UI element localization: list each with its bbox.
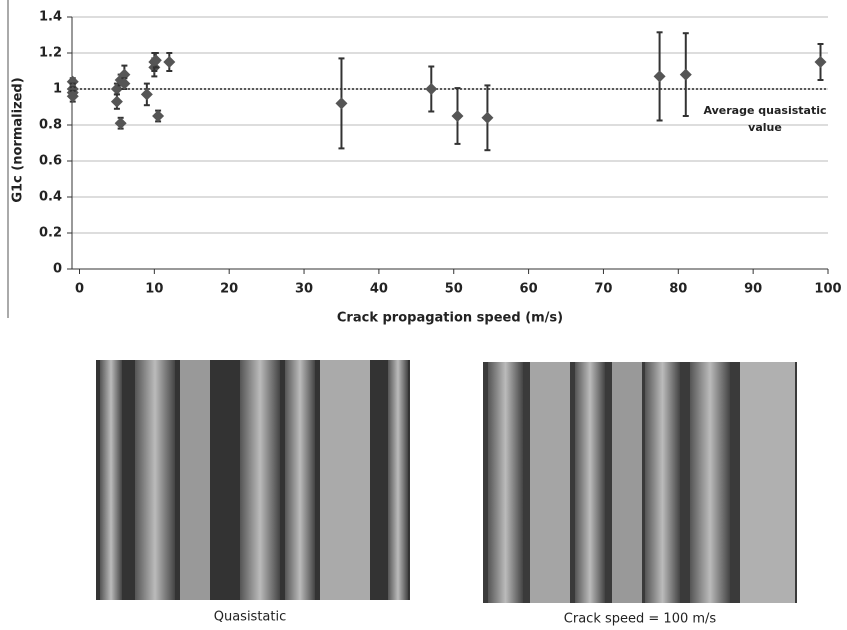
marker: [815, 56, 827, 68]
marker: [680, 69, 692, 81]
marker: [152, 110, 164, 122]
x-tick-label: 70: [594, 282, 612, 297]
x-tick-label: 30: [295, 282, 313, 297]
image-caption: Crack speed = 100 m/s: [564, 612, 717, 627]
page: G1c (normalized) Crack propagation speed…: [0, 0, 847, 630]
marker: [654, 70, 666, 82]
sem-image: [483, 362, 797, 603]
x-tick-label: 50: [445, 282, 463, 297]
marker: [141, 88, 153, 100]
x-tick-label: 100: [814, 282, 841, 297]
y-axis-title: G1c (normalized): [11, 77, 26, 202]
x-tick-label: 40: [370, 282, 388, 297]
annotation: value: [748, 121, 782, 134]
x-tick-label: 10: [145, 282, 163, 297]
x-tick-label: 0: [75, 282, 84, 297]
x-tick-label: 20: [220, 282, 238, 297]
marker: [163, 56, 175, 68]
image-caption: Quasistatic: [214, 610, 287, 625]
figure: G1c (normalized) Crack propagation speed…: [0, 0, 847, 630]
annotation: Average quasistatic: [704, 104, 827, 117]
y-tick-label: 1.2: [39, 46, 62, 61]
y-tick-label: 0: [53, 262, 62, 277]
x-tick-label: 60: [520, 282, 538, 297]
x-axis-title: Crack propagation speed (m/s): [337, 311, 563, 326]
marker: [111, 96, 123, 108]
y-tick-label: 0.6: [39, 154, 62, 169]
marker: [115, 117, 127, 129]
y-tick-label: 0.4: [39, 190, 62, 205]
y-tick-label: 0.8: [39, 118, 62, 133]
x-tick-label: 90: [744, 282, 762, 297]
marker: [335, 97, 347, 109]
y-tick-label: 1.4: [39, 10, 62, 25]
marker: [451, 110, 463, 122]
y-tick-label: 1: [53, 82, 62, 97]
marker: [481, 112, 493, 124]
x-tick-label: 80: [669, 282, 687, 297]
sem-image: [96, 360, 410, 600]
marker: [425, 83, 437, 95]
y-tick-label: 0.2: [39, 226, 62, 241]
